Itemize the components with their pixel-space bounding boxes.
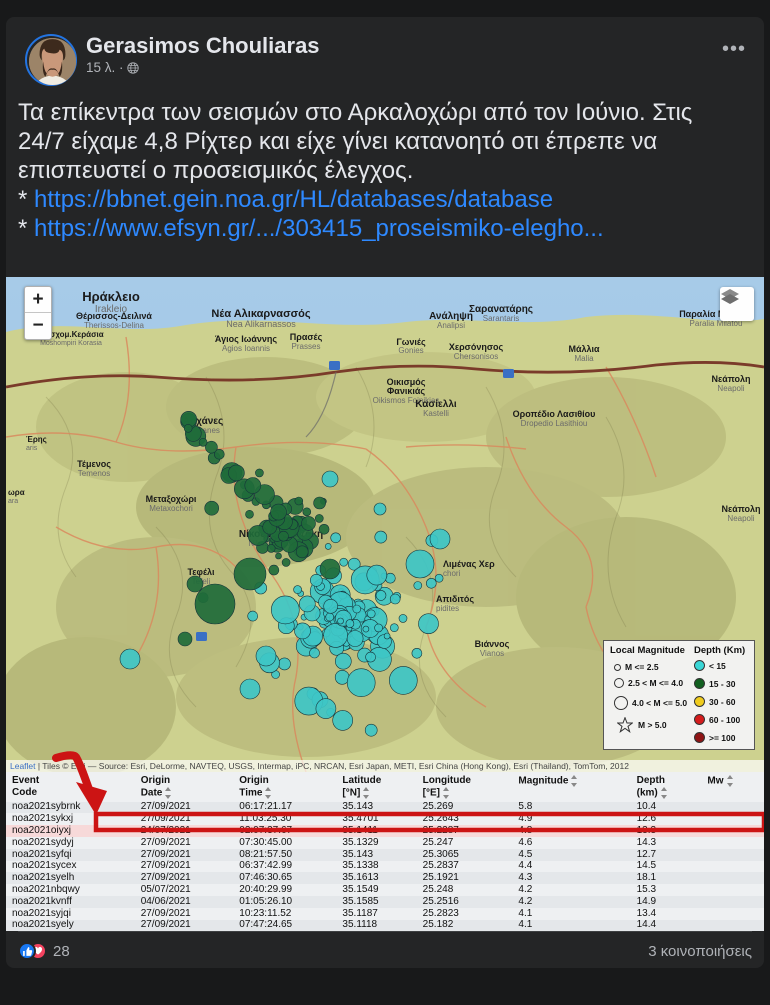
- svg-text:Απιδιτός: Απιδιτός: [436, 594, 474, 604]
- svg-text:Chersonisos: Chersonisos: [454, 352, 498, 361]
- svg-text:Τέμενος: Τέμενος: [77, 459, 111, 469]
- svg-text:Φανικιάς: Φανικιάς: [387, 386, 425, 396]
- svg-text:Έρης: Έρης: [26, 435, 47, 444]
- svg-text:Therissos-Delina: Therissos-Delina: [84, 321, 145, 330]
- svg-text:Sarantaris: Sarantaris: [483, 314, 519, 323]
- svg-text:Μάλλια: Μάλλια: [568, 344, 600, 354]
- svg-text:Moshompiri Korasia: Moshompiri Korasia: [40, 340, 102, 347]
- svg-text:Temenos: Temenos: [78, 469, 110, 478]
- svg-text:Neapoli: Neapoli: [727, 514, 754, 523]
- svg-text:ωρα: ωρα: [8, 488, 25, 497]
- svg-text:Λιμένας Χερ: Λιμένας Χερ: [443, 559, 495, 569]
- svg-text:Βιάννος: Βιάννος: [475, 639, 510, 649]
- svg-text:Τεφέλι: Τεφέλι: [187, 567, 215, 577]
- svg-text:Θέρισσος-Δειλινά: Θέρισσος-Δειλινά: [76, 311, 152, 321]
- svg-text:Vianos: Vianos: [480, 649, 504, 658]
- svg-text:Neapoli: Neapoli: [717, 384, 744, 393]
- svg-text:chori: chori: [443, 569, 461, 578]
- svg-text:pidites: pidites: [436, 604, 459, 613]
- svg-text:Ηράκλειο: Ηράκλειο: [82, 289, 140, 304]
- svg-text:Νεάπολη: Νεάπολη: [722, 504, 761, 514]
- svg-text:Οροπέδιο Λασιθίου: Οροπέδιο Λασιθίου: [513, 409, 596, 419]
- svg-text:Prasses: Prasses: [292, 342, 321, 351]
- svg-text:Μεταξοχώρι: Μεταξοχώρι: [146, 494, 197, 504]
- svg-text:ara: ara: [8, 498, 18, 505]
- svg-text:Malia: Malia: [574, 354, 594, 363]
- svg-text:aris: aris: [26, 445, 38, 452]
- svg-text:Analipsi: Analipsi: [437, 321, 465, 330]
- svg-text:Agios Ioannis: Agios Ioannis: [222, 344, 270, 353]
- svg-text:Νεάπολη: Νεάπολη: [712, 374, 751, 384]
- svg-text:Metaxochori: Metaxochori: [149, 504, 193, 513]
- svg-text:Dropedio Lasithiou: Dropedio Lasithiou: [521, 419, 588, 428]
- svg-text:Πρασές: Πρασές: [290, 332, 323, 342]
- svg-text:Kastelli: Kastelli: [423, 409, 449, 418]
- svg-text:Άγιος Ιωάννης: Άγιος Ιωάννης: [215, 334, 277, 344]
- svg-text:Χερσόνησος: Χερσόνησος: [449, 342, 504, 352]
- svg-text:Nea Alikarnassos: Nea Alikarnassos: [226, 319, 296, 329]
- svg-text:Gonies: Gonies: [398, 346, 423, 355]
